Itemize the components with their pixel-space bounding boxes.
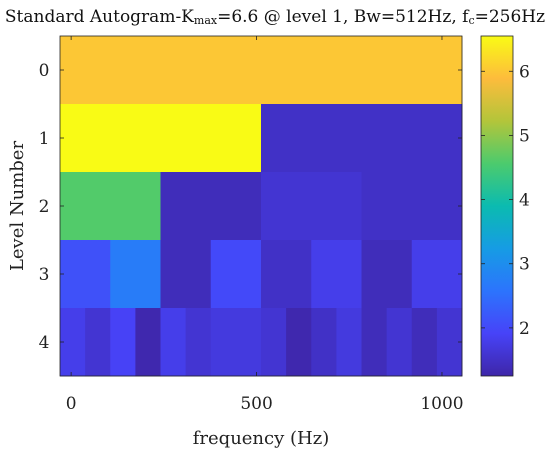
cell-level-3-4 (261, 240, 312, 309)
y-tick-label: 0 (39, 61, 50, 81)
cell-level-3-1 (110, 240, 161, 309)
cell-level-1-1 (261, 104, 463, 173)
y-axis-label: Level Number (7, 141, 28, 271)
cell-level-1-0 (60, 104, 262, 173)
cell-level-4-1 (85, 308, 111, 377)
cell-level-4-12 (361, 308, 388, 377)
cell-level-2-3 (361, 172, 463, 241)
colorbar-ticks: 2 3 4 5 6 (481, 62, 530, 339)
cell-level-3-7 (411, 240, 463, 309)
cell-level-3-2 (160, 240, 212, 309)
cell-level-4-5 (185, 308, 212, 377)
x-axis-label: frequency (Hz) (193, 428, 329, 449)
colorbar-tick-label: 4 (519, 191, 530, 211)
cell-level-4-6 (210, 308, 237, 377)
y-tick-label: 3 (39, 265, 50, 285)
cell-level-2-1 (160, 172, 262, 241)
colorbar-tick-label: 6 (519, 62, 530, 82)
cell-level-2-2 (261, 172, 362, 241)
x-tick-label: 500 (240, 394, 272, 414)
cell-level-4-2 (110, 308, 136, 377)
colorbar-tick-label: 5 (519, 126, 530, 146)
cell-level-4-0 (60, 308, 86, 377)
cell-level-3-3 (210, 240, 262, 309)
cell-level-4-3 (135, 308, 161, 377)
axis-ticks: 0 500 1000 0 1 2 3 4 (39, 36, 464, 414)
cell-level-3-6 (361, 240, 413, 309)
heatmap-cells (60, 36, 463, 377)
cell-level-4-8 (261, 308, 287, 377)
cell-level-0-0 (60, 36, 463, 105)
y-tick-label: 4 (39, 333, 50, 353)
cell-level-4-9 (286, 308, 312, 377)
cell-level-4-14 (411, 308, 438, 377)
cell-level-3-0 (60, 240, 111, 309)
y-tick-label: 2 (39, 197, 50, 217)
x-tick-label: 0 (66, 394, 77, 414)
cell-level-4-11 (336, 308, 362, 377)
colorbar (480, 35, 514, 377)
cell-level-2-0 (60, 172, 161, 241)
cell-level-4-4 (160, 308, 187, 377)
cell-level-4-13 (386, 308, 413, 377)
x-tick-label: 1000 (420, 394, 463, 414)
cell-level-3-5 (311, 240, 362, 309)
cell-level-4-10 (311, 308, 337, 377)
chart-title: Standard Autogram-Kmax=6.6 @ level 1, Bw… (5, 7, 545, 27)
y-tick-label: 1 (39, 129, 50, 149)
colorbar-tick-label: 2 (519, 319, 530, 339)
colorbar-tick-label: 3 (519, 255, 530, 275)
cell-level-4-7 (235, 308, 262, 377)
